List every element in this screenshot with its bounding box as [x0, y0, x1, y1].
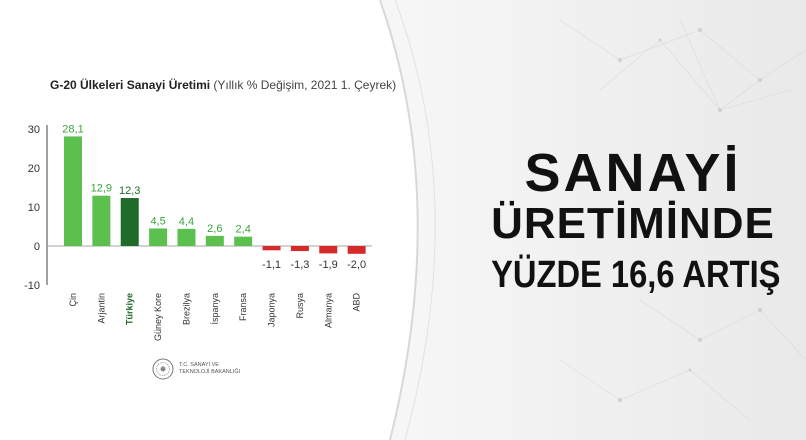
bar: [262, 246, 281, 251]
bar: [120, 198, 139, 246]
ministry-name: T.C. SANAYİ VE TEKNOLOJİ BAKANLIĞI: [179, 361, 241, 375]
bar: [290, 246, 309, 252]
y-tick-label: 0: [34, 241, 40, 253]
category-label: Arjantin: [96, 293, 106, 324]
chart-title-main: G-20 Ülkeleri Sanayi Üretimi: [50, 78, 211, 92]
chart-subtitle: (Yıllık % Değişim, 2021 1. Çeyrek): [213, 78, 397, 92]
data-label: 12,9: [91, 183, 112, 195]
data-label: 12,3: [119, 185, 140, 197]
category-label: Rusya: [295, 293, 305, 319]
headline-line-1: SANAYİ: [524, 143, 742, 203]
category-label: Japonya: [267, 293, 277, 327]
bar: [64, 136, 82, 246]
y-tick-label: 20: [28, 163, 40, 175]
category-label: ABD: [352, 293, 362, 312]
data-label: -1,3: [290, 259, 309, 271]
bar: [319, 246, 338, 254]
ministry-logo: T.C. SANAYİ VE TEKNOLOJİ BAKANLIĞI: [152, 358, 249, 380]
data-label: -2,0: [347, 259, 366, 271]
category-label: Fransa: [238, 293, 248, 321]
data-label: -1,9: [319, 259, 338, 271]
bar: [347, 246, 366, 254]
headline-line-2: ÜRETİMİNDE: [491, 199, 775, 248]
headline-line-3: YÜZDE 16,6 ARTIŞ: [491, 254, 781, 296]
y-tick-label: 10: [28, 202, 40, 214]
data-label: -1,1: [262, 259, 281, 271]
category-label: Çin: [68, 293, 78, 307]
chart-title: G-20 Ülkeleri Sanayi Üretimi (Yıllık % D…: [50, 78, 396, 92]
bar: [92, 195, 111, 246]
data-label: 2,4: [236, 224, 251, 236]
data-label: 4,5: [150, 215, 165, 227]
data-label: 28,1: [62, 123, 83, 135]
ministry-seal-icon: [152, 358, 174, 380]
bar: [149, 228, 168, 246]
data-label: 4,4: [179, 216, 194, 228]
y-tick-label: -10: [24, 280, 40, 292]
data-label: 2,6: [207, 223, 222, 235]
category-label: Güney Kore: [153, 293, 163, 341]
bar: [205, 235, 224, 246]
category-label: Türkiye: [125, 293, 135, 325]
category-label: İspanya: [210, 293, 220, 325]
bar: [177, 228, 196, 246]
category-label: Brezilya: [181, 293, 191, 325]
category-label: Almanya: [323, 293, 333, 328]
y-tick-label: 30: [28, 124, 40, 136]
bar: [234, 236, 253, 246]
